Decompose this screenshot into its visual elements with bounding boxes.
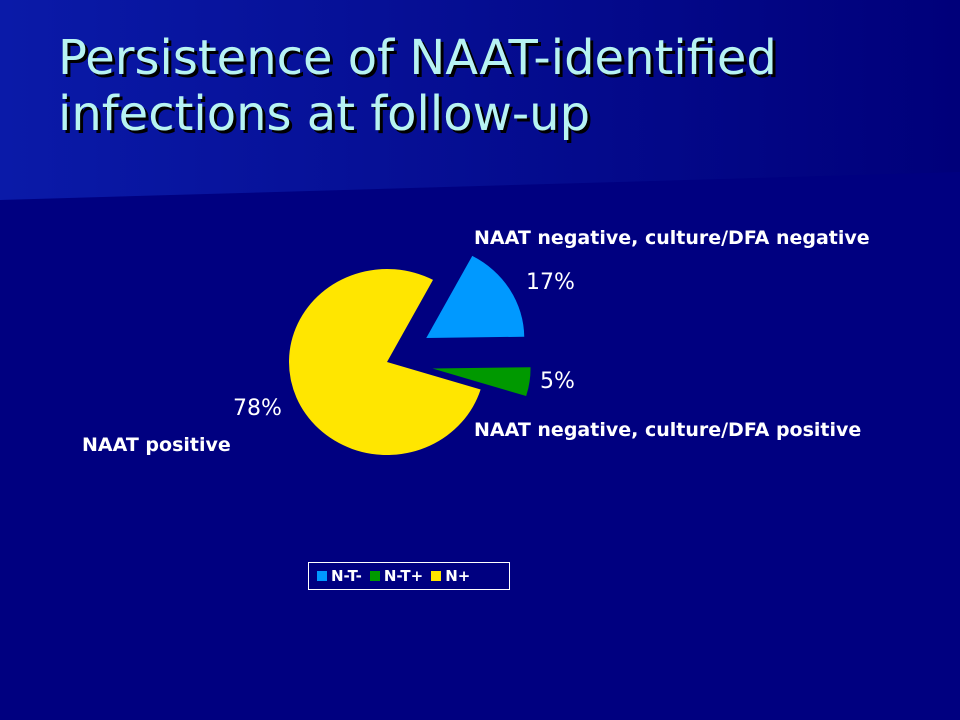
pie-slice-n-t-minus <box>426 255 525 339</box>
legend-label-n-t-minus: N-T- <box>331 567 362 585</box>
legend-item-n-plus: N+ <box>431 567 470 585</box>
legend-label-n-t-plus: N-T+ <box>383 567 424 585</box>
legend-swatch-n-plus <box>431 571 442 581</box>
pie-slice-n-plus <box>288 268 481 456</box>
legend-swatch-n-t-plus <box>369 571 380 581</box>
legend-swatch-n-t-minus <box>317 571 327 581</box>
pie-slice-n-t-plus <box>432 367 531 397</box>
callout-naat-neg-culture-pos: NAAT negative, culture/DFA positive <box>474 419 862 441</box>
data-label-n-t-minus: 17% <box>526 270 575 295</box>
slide-title-line-1: Persistence of NAAT-identified <box>58 30 777 86</box>
slide-title-line-2: infections at follow-up <box>58 86 591 142</box>
callout-naat-positive: NAAT positive <box>82 434 231 456</box>
title-band-background <box>0 0 960 200</box>
chart-legend: N-T- N-T+ N+ <box>308 562 510 590</box>
data-label-n-plus: 78% <box>233 396 282 421</box>
data-label-n-t-plus: 5% <box>540 369 575 394</box>
legend-label-n-plus: N+ <box>445 567 471 585</box>
slide-title: Persistence of NAAT-identified infection… <box>58 30 938 142</box>
legend-item-n-t-plus: N-T+ <box>369 567 424 585</box>
callout-naat-neg-culture-neg: NAAT negative, culture/DFA negative <box>474 227 870 249</box>
legend-item-n-t-minus: N-T- <box>317 567 362 585</box>
